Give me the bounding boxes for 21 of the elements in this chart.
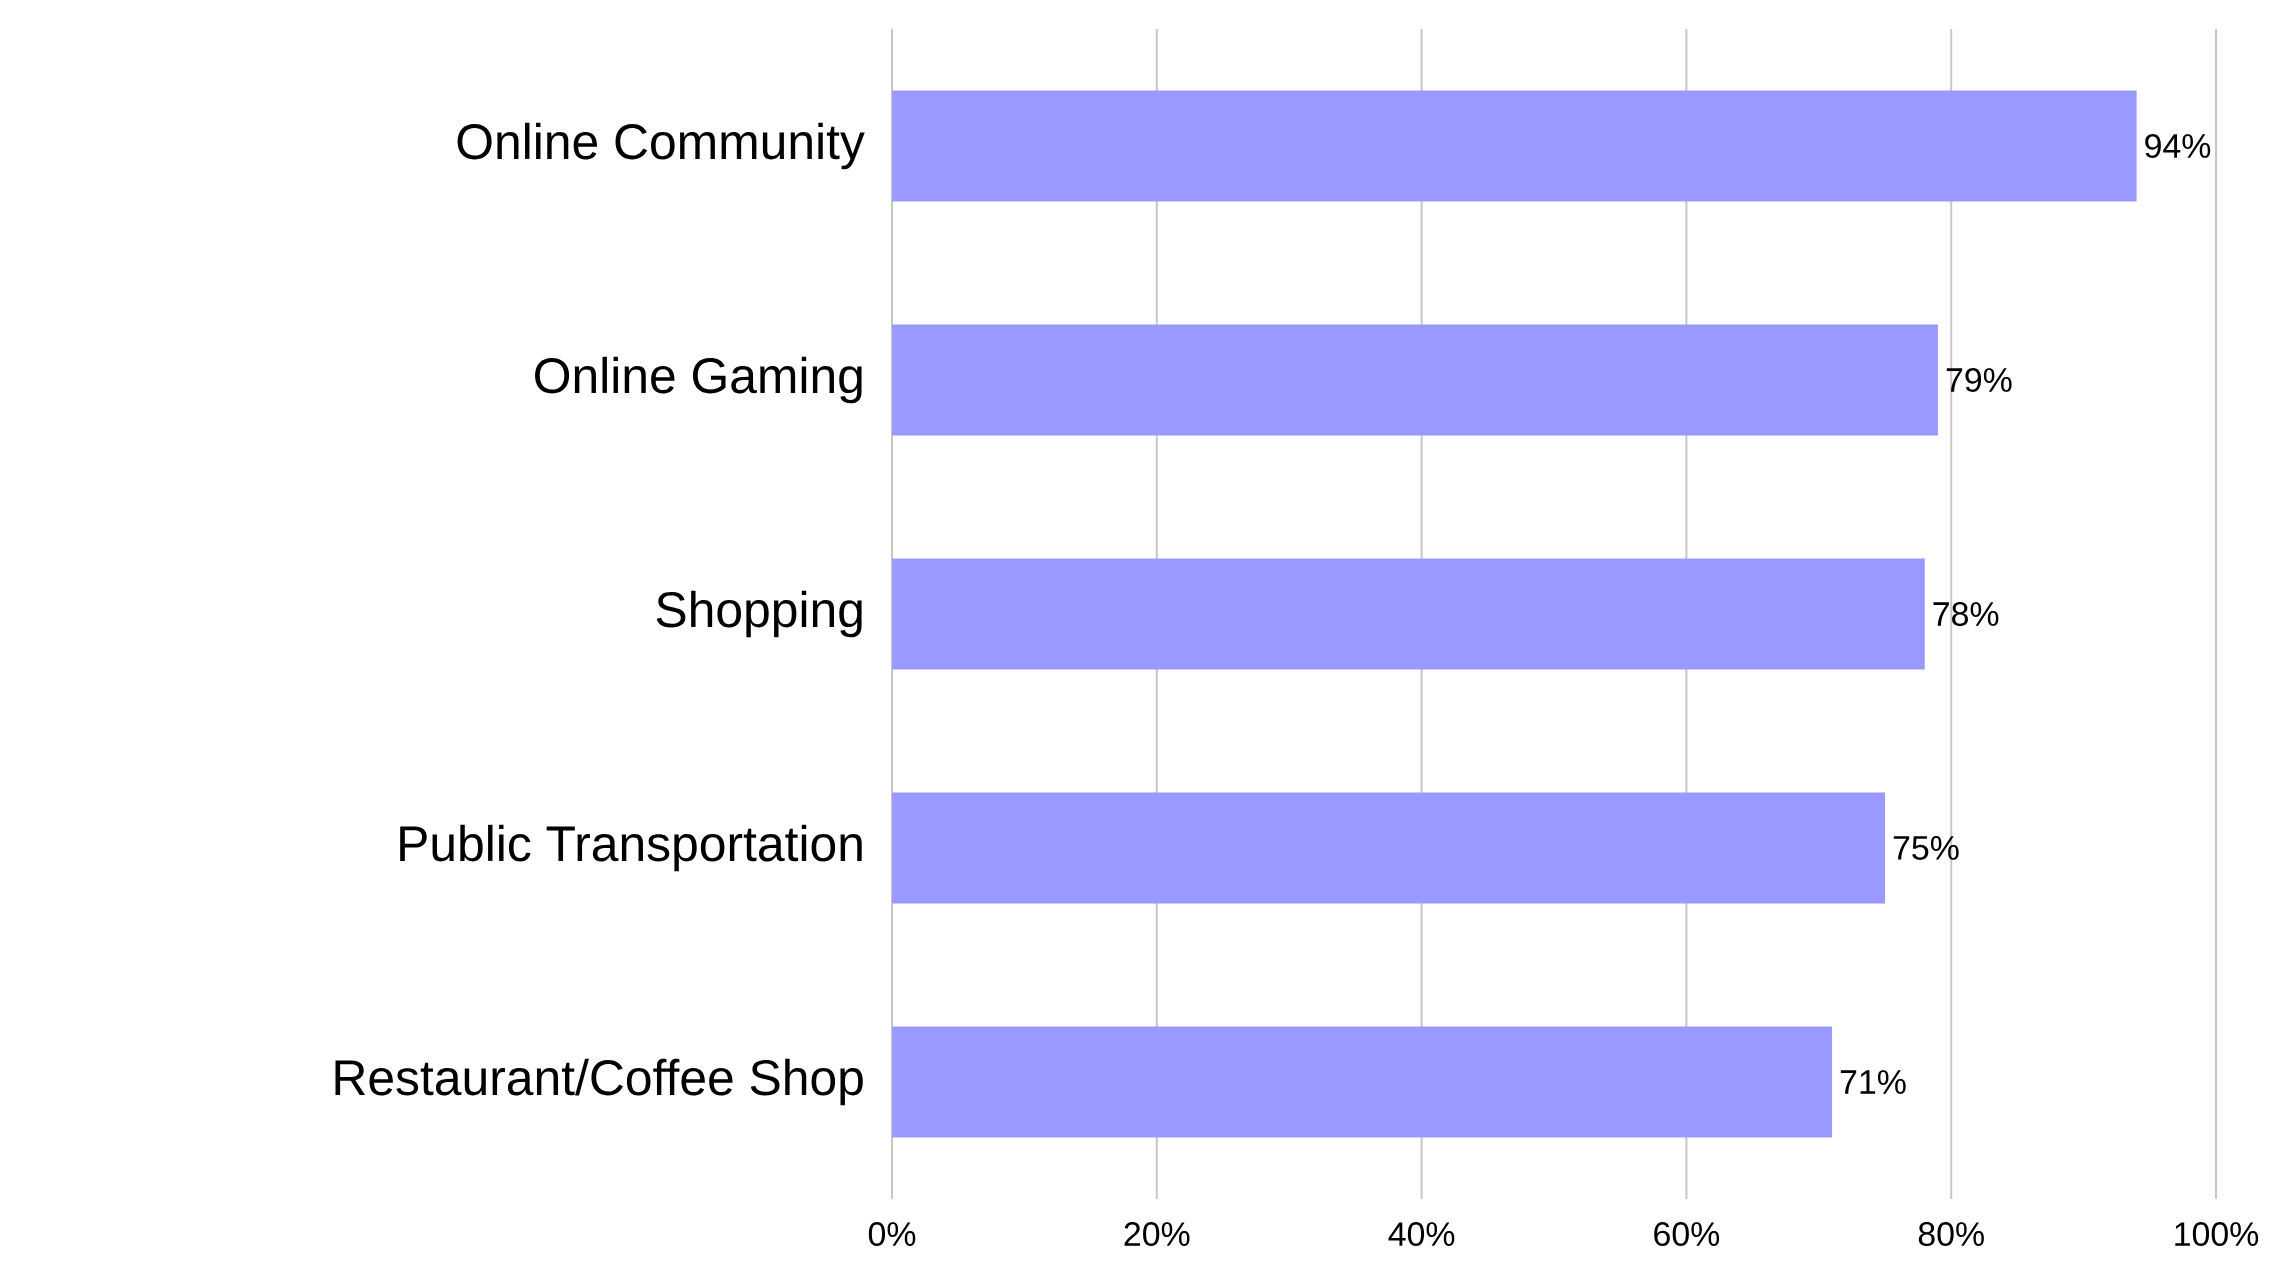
bar xyxy=(892,90,2137,202)
x-tick-label: 80% xyxy=(1918,1222,1984,1247)
data-label: 79% xyxy=(1946,368,2012,393)
x-tick-label: 40% xyxy=(1388,1222,1455,1247)
x-tick-label: 0% xyxy=(868,1222,916,1247)
y-tick-label: Shopping xyxy=(656,590,862,638)
bar xyxy=(892,558,1925,670)
x-tick-label: 20% xyxy=(1124,1222,1190,1247)
data-label: 78% xyxy=(1933,602,1999,627)
data-label: 75% xyxy=(1893,836,1959,860)
x-tick-label: 60% xyxy=(1654,1222,1720,1247)
y-tick-label: Public Transportation xyxy=(400,824,862,872)
x-tick-label: 100% xyxy=(2175,1222,2259,1247)
bar xyxy=(892,1026,1833,1138)
y-tick-label: Restaurant/Coffee Shop xyxy=(335,1058,863,1106)
y-tick-label: Online Community xyxy=(457,122,865,170)
y-tick-label: Online Gaming xyxy=(535,356,862,404)
bar xyxy=(892,792,1886,904)
data-label: 94% xyxy=(2145,134,2211,159)
data-label: 71% xyxy=(1840,1070,1906,1094)
bar xyxy=(892,324,1938,436)
